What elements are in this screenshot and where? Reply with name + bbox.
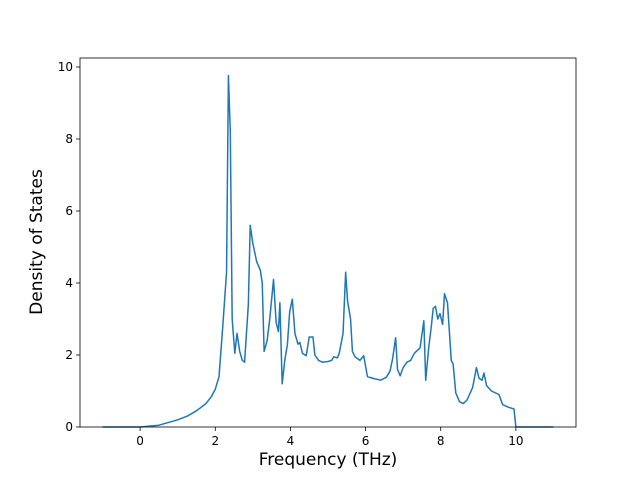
x-tick-label: 6 bbox=[362, 434, 370, 448]
x-tick-label: 4 bbox=[287, 434, 295, 448]
y-tick-label: 2 bbox=[65, 348, 73, 362]
x-axis-label: Frequency (THz) bbox=[259, 450, 398, 470]
x-tick-label: 8 bbox=[437, 434, 445, 448]
y-tick-label: 4 bbox=[65, 276, 73, 290]
line bbox=[102, 74, 554, 428]
y-tick-label: 0 bbox=[65, 420, 73, 434]
y-tick-label: 10 bbox=[58, 60, 73, 74]
x-tick-label: 0 bbox=[136, 434, 144, 448]
plot-frame bbox=[79, 57, 577, 428]
x-tick-label: 2 bbox=[211, 434, 219, 448]
y-tick-label: 6 bbox=[65, 204, 73, 218]
x-tick-label: 10 bbox=[508, 434, 523, 448]
y-tick-label: 8 bbox=[65, 132, 73, 146]
y-axis-label: Density of States bbox=[27, 169, 47, 315]
